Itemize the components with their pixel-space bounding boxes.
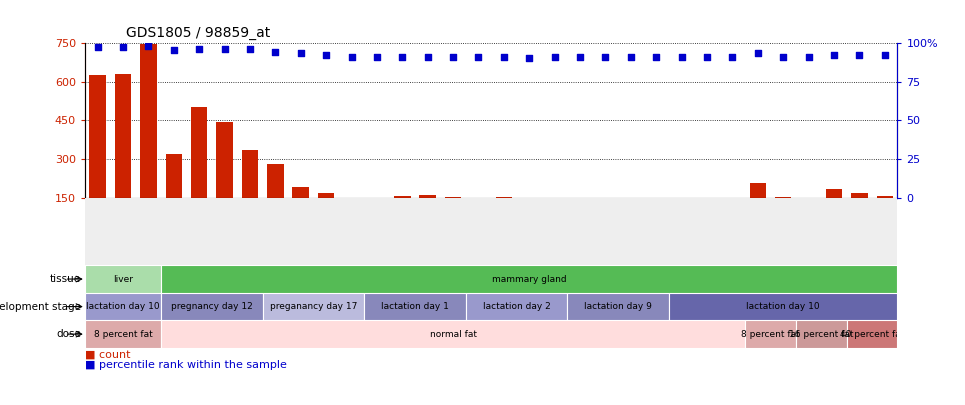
Point <box>90 44 105 51</box>
Text: lactation day 10: lactation day 10 <box>86 302 160 311</box>
Point <box>370 53 385 60</box>
Bar <box>876 196 893 237</box>
Bar <box>161 293 262 320</box>
Bar <box>521 198 538 237</box>
Bar <box>420 194 436 237</box>
Point <box>877 52 893 58</box>
Bar <box>369 198 385 237</box>
Bar <box>115 74 131 237</box>
Point <box>725 53 740 60</box>
Text: ■ percentile rank within the sample: ■ percentile rank within the sample <box>85 360 287 370</box>
Bar <box>826 190 842 237</box>
Point <box>648 53 664 60</box>
Point <box>217 45 233 52</box>
Bar <box>669 293 897 320</box>
Text: lactation day 1: lactation day 1 <box>381 302 449 311</box>
Text: lactation day 10: lactation day 10 <box>746 302 820 311</box>
Text: development stage: development stage <box>0 302 81 311</box>
Bar <box>262 293 364 320</box>
Bar <box>622 198 639 237</box>
Point <box>547 53 563 60</box>
Text: normal fat: normal fat <box>429 330 477 339</box>
Point <box>115 44 130 51</box>
Point <box>674 53 689 60</box>
Bar <box>674 198 690 237</box>
Bar <box>724 198 741 237</box>
Point <box>801 53 816 60</box>
Text: mammary gland: mammary gland <box>492 275 566 284</box>
Point <box>318 52 334 58</box>
Point <box>420 53 435 60</box>
Text: preganancy day 17: preganancy day 17 <box>270 302 357 311</box>
Bar <box>745 320 796 348</box>
Bar <box>216 122 233 237</box>
Point <box>166 47 181 53</box>
Bar <box>572 198 589 237</box>
Text: liver: liver <box>113 275 133 284</box>
Bar <box>140 44 156 237</box>
Point <box>826 52 841 58</box>
Text: 40 percent fat: 40 percent fat <box>840 330 904 339</box>
Bar <box>241 150 259 237</box>
Bar <box>394 196 410 237</box>
Bar <box>344 198 360 237</box>
Text: 16 percent fat: 16 percent fat <box>789 330 853 339</box>
Text: dose: dose <box>56 329 81 339</box>
Bar <box>292 187 309 237</box>
Bar <box>85 293 161 320</box>
Text: 8 percent fat: 8 percent fat <box>741 330 800 339</box>
Bar <box>597 198 614 237</box>
Bar <box>445 197 461 237</box>
Bar <box>851 193 868 237</box>
Bar <box>699 198 715 237</box>
Bar <box>775 197 791 237</box>
Bar <box>567 293 669 320</box>
Point <box>623 53 639 60</box>
Bar <box>85 320 161 348</box>
Text: tissue: tissue <box>50 274 81 284</box>
Bar <box>166 154 182 237</box>
Point <box>242 45 258 52</box>
Bar <box>317 193 335 237</box>
Bar <box>846 320 897 348</box>
Text: ■ count: ■ count <box>85 350 130 360</box>
Point <box>446 53 461 60</box>
Point <box>521 55 537 61</box>
Point <box>395 53 410 60</box>
Bar <box>267 164 284 237</box>
Point <box>191 45 207 52</box>
Bar <box>191 107 207 237</box>
Text: lactation day 9: lactation day 9 <box>584 302 652 311</box>
Bar <box>364 293 466 320</box>
Point <box>572 53 588 60</box>
Point <box>776 53 791 60</box>
Point <box>141 43 156 49</box>
Bar <box>800 198 816 237</box>
Point <box>293 50 309 57</box>
Point <box>344 53 359 60</box>
Bar <box>466 293 567 320</box>
Text: GDS1805 / 98859_at: GDS1805 / 98859_at <box>125 26 270 40</box>
Bar <box>546 198 563 237</box>
Bar <box>161 320 745 348</box>
Bar <box>796 320 846 348</box>
Point <box>267 49 283 55</box>
Bar <box>85 265 161 293</box>
Point <box>471 53 486 60</box>
Text: pregnancy day 12: pregnancy day 12 <box>171 302 253 311</box>
Point <box>852 52 868 58</box>
Point <box>496 53 511 60</box>
Bar <box>470 198 486 237</box>
Point <box>700 53 715 60</box>
Bar <box>496 197 512 237</box>
Point <box>750 50 765 57</box>
Point <box>597 53 613 60</box>
Text: lactation day 2: lactation day 2 <box>482 302 550 311</box>
Bar <box>648 198 665 237</box>
Bar <box>750 183 766 237</box>
Bar <box>90 75 106 237</box>
Text: 8 percent fat: 8 percent fat <box>94 330 152 339</box>
